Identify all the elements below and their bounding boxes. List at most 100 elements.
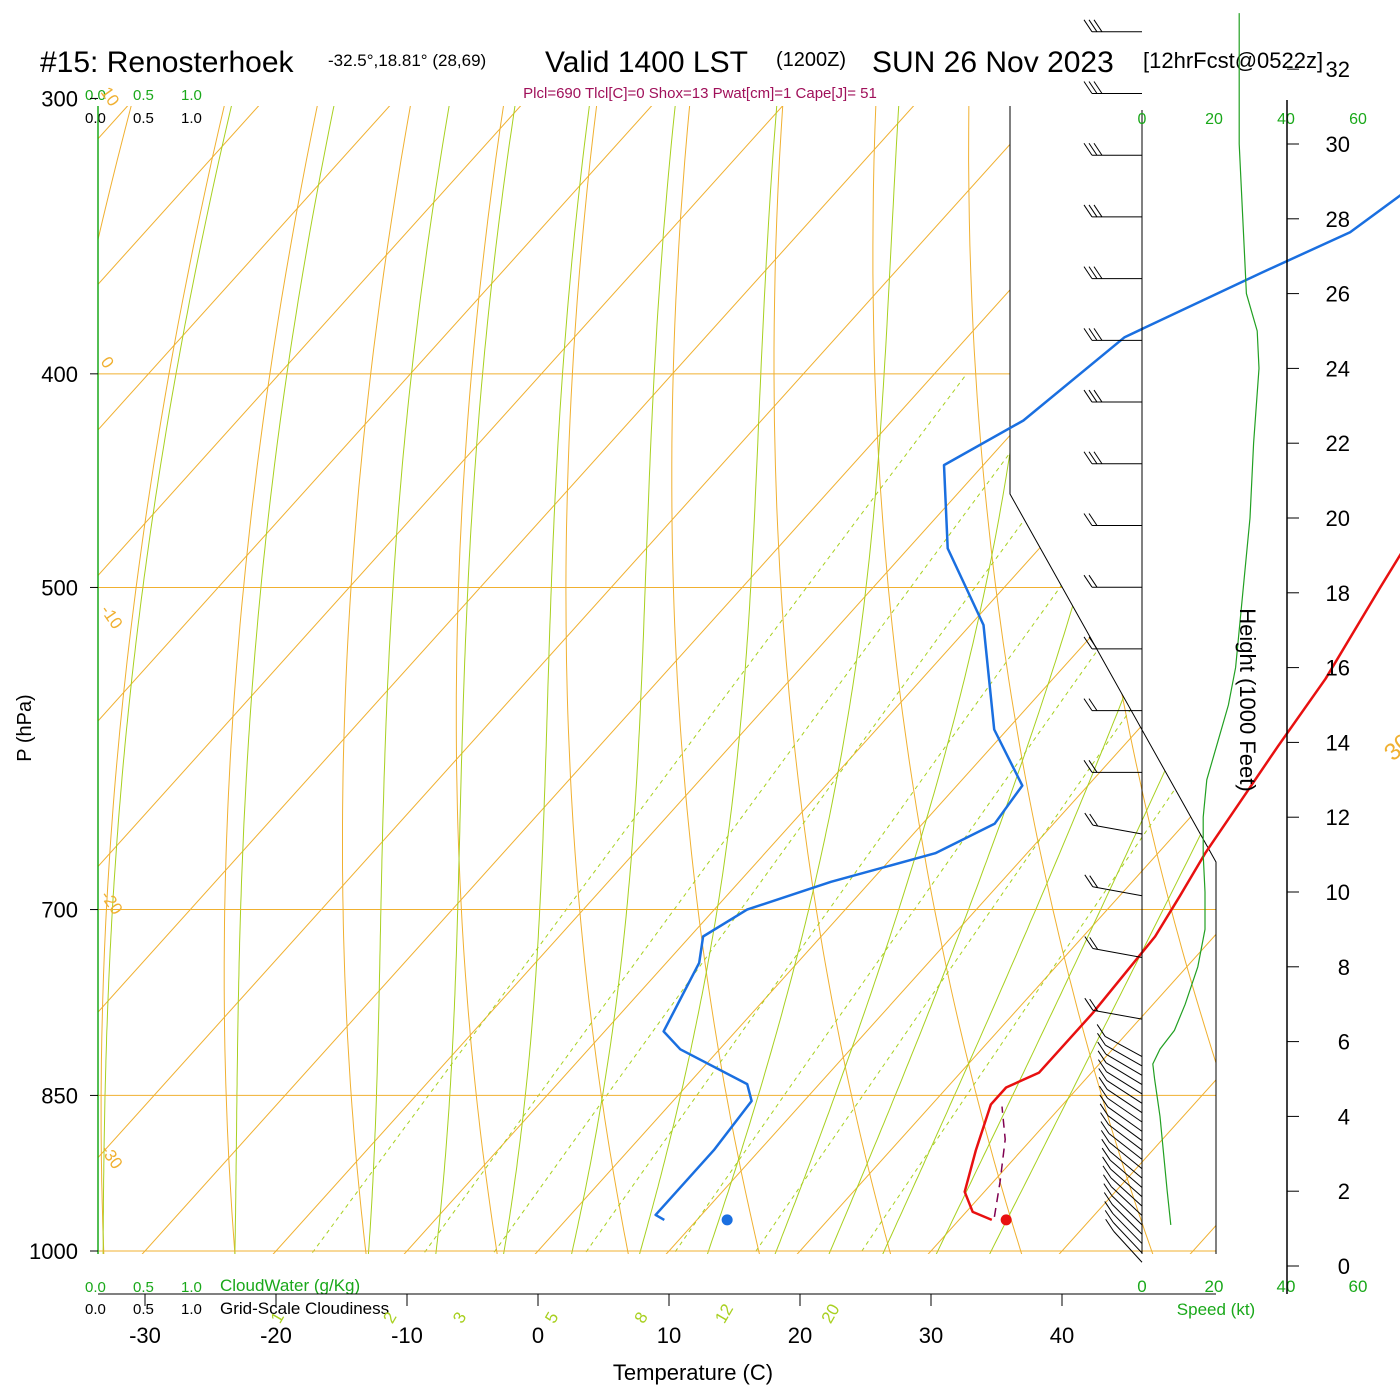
height-tick-label: 14 bbox=[1326, 730, 1350, 755]
surface-dewpoint-marker bbox=[721, 1214, 733, 1226]
wind-barb-feather bbox=[1093, 204, 1103, 218]
zulu-time: (1200Z) bbox=[776, 49, 846, 71]
wind-barb-feather bbox=[1088, 266, 1098, 279]
mixing-ratio-label: 3 bbox=[449, 1309, 470, 1327]
dry-adiabat-line bbox=[223, 106, 369, 1254]
wind-barb-feather bbox=[1084, 997, 1094, 1011]
wind-barb bbox=[1107, 1106, 1143, 1132]
moist-adiabat-line bbox=[364, 106, 493, 1254]
wind-barb-feather bbox=[1083, 142, 1093, 156]
mixing-ratio-line bbox=[391, 373, 1069, 1254]
wind-barb-feather bbox=[1083, 698, 1093, 711]
moist-adiabat-line bbox=[626, 106, 801, 1254]
height-tick-label: 12 bbox=[1326, 805, 1350, 830]
wind-barb-feather bbox=[1097, 1050, 1107, 1064]
height-tick-label: 4 bbox=[1338, 1104, 1350, 1129]
height-tick-label: 0 bbox=[1338, 1254, 1350, 1279]
temperature-axis: -30 -20 -10 0 10 20 30 40 bbox=[129, 1294, 1074, 1348]
isotherm-line bbox=[233, 106, 1216, 1254]
mixing-ratio-line bbox=[553, 373, 1215, 1254]
isotherm-line bbox=[364, 106, 1216, 1254]
temperature-tick-label: 0 bbox=[532, 1323, 544, 1348]
speed-axis-title: Speed (kt) bbox=[1177, 1300, 1255, 1319]
wind-barb-feather bbox=[1083, 266, 1093, 279]
wind-barb-feather bbox=[1088, 698, 1098, 711]
wind-barb-feather bbox=[1103, 1192, 1113, 1205]
forecast-date: SUN 26 Nov 2023 bbox=[872, 46, 1114, 79]
moist-adiabat-line bbox=[495, 106, 624, 1254]
wind-barb-feather bbox=[1103, 1183, 1113, 1196]
wind-barb-feather bbox=[1102, 1174, 1112, 1188]
cloudiness-scale-top-0: 0.0 bbox=[85, 110, 106, 127]
isotherm-line bbox=[757, 106, 1216, 1254]
dry-adiabat-line bbox=[773, 106, 904, 1254]
height-tick-label: 30 bbox=[1326, 132, 1350, 157]
mixing-ratio-label: 12 bbox=[711, 1301, 737, 1327]
speed-top-label: 40 bbox=[1277, 111, 1295, 128]
wind-barb-feather bbox=[1088, 760, 1098, 773]
temperature-tick-label: -10 bbox=[391, 1323, 423, 1348]
isotherm-line bbox=[888, 106, 1216, 1254]
wind-barb bbox=[1105, 1062, 1143, 1086]
cloudiness-scale-top-2: 1.0 bbox=[181, 110, 202, 127]
moist-adiabat-line bbox=[757, 106, 1060, 1254]
wind-barb bbox=[1108, 1124, 1143, 1151]
moist-adiabat-line bbox=[914, 106, 1216, 1254]
wind-barb-feather bbox=[1089, 813, 1099, 827]
wind-barb-feather bbox=[1088, 451, 1098, 465]
height-tick-label: 2 bbox=[1338, 1179, 1350, 1204]
temperature-tick-label: -20 bbox=[260, 1323, 292, 1348]
wind-barb-feather bbox=[1089, 937, 1099, 950]
wind-barb-feather bbox=[1097, 1032, 1106, 1046]
dry-adiabat-line bbox=[1326, 0, 1400, 1298]
moist-adiabat-line bbox=[692, 106, 917, 1254]
speed-bottom-label: 40 bbox=[1277, 1277, 1296, 1296]
cloudwater-label: CloudWater (g/Kg) bbox=[220, 1276, 360, 1295]
pressure-tick-label: 400 bbox=[41, 362, 78, 387]
wind-barb bbox=[1111, 1195, 1143, 1226]
moist-adiabat-line bbox=[233, 106, 385, 1254]
pressure-tick-label: 850 bbox=[41, 1083, 78, 1108]
dry-adiabat-label: -10 bbox=[97, 602, 127, 633]
dry-adiabat-line bbox=[0, 0, 19, 1298]
sounding-series bbox=[654, 194, 1400, 1226]
pressure-tick-label: 500 bbox=[41, 575, 78, 600]
wind-barb-feather bbox=[1097, 1059, 1107, 1072]
wind-barb-feather bbox=[1088, 574, 1098, 588]
station-location: -32.5°,18.81° (28,69) bbox=[328, 51, 486, 70]
wind-barb-feather bbox=[1104, 1210, 1114, 1223]
y-axis-title: P (hPa) bbox=[14, 694, 36, 761]
mixing-ratio-label: 20 bbox=[818, 1301, 844, 1327]
x-axis-title: Temperature (C) bbox=[613, 1360, 773, 1385]
wind-barb bbox=[1110, 1168, 1143, 1198]
plot-right-edge bbox=[1009, 106, 1217, 1254]
wind-barb-feather bbox=[1088, 513, 1098, 526]
wind-barb-feather bbox=[1088, 204, 1098, 218]
wind-barb bbox=[1106, 1080, 1143, 1104]
cloudiness-scale-bottom-1: 0.5 bbox=[133, 1301, 154, 1318]
dewpoint-line bbox=[654, 194, 1400, 1221]
moist-adiabat-line bbox=[561, 106, 705, 1254]
wind-barb bbox=[1106, 1088, 1143, 1114]
wind-barb-feather bbox=[1099, 1085, 1108, 1099]
wind-barb-feather bbox=[1093, 142, 1103, 156]
isotherm-line bbox=[495, 106, 1216, 1254]
moist-adiabat-line bbox=[862, 106, 1216, 1254]
isotherm-line bbox=[98, 106, 982, 1254]
wind-barb-feather bbox=[1104, 1201, 1114, 1214]
pressure-tick-label: 1000 bbox=[29, 1239, 78, 1264]
height-tick-label: 8 bbox=[1338, 955, 1350, 980]
wind-barb-feather bbox=[1100, 1121, 1110, 1134]
wind-barb-feather bbox=[1093, 328, 1103, 341]
isotherm-line bbox=[626, 106, 1216, 1254]
temperature-tick-label: 10 bbox=[657, 1323, 681, 1348]
wind-barb-feather bbox=[1098, 1068, 1108, 1081]
speed-bottom-label: 0 bbox=[1137, 1277, 1146, 1296]
wind-barb bbox=[1109, 1159, 1143, 1188]
wind-barb bbox=[1111, 1204, 1143, 1235]
wind-barb bbox=[1110, 1177, 1143, 1207]
wind-barb bbox=[1113, 1230, 1143, 1263]
wind-barb bbox=[1092, 824, 1143, 835]
wind-barb bbox=[1112, 1222, 1143, 1254]
dry-adiabat-line bbox=[98, 106, 194, 1254]
